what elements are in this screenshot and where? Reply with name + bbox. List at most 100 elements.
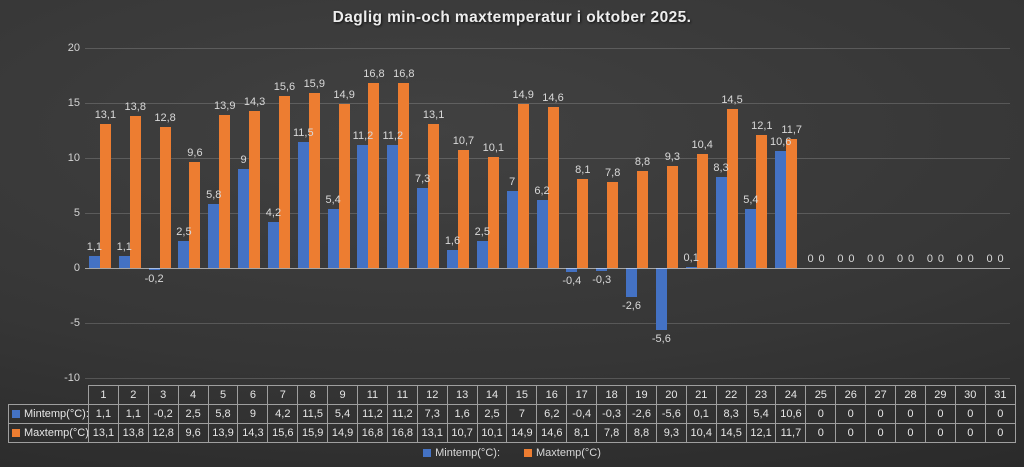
bar-label-mintemp-1: 1,1: [86, 240, 103, 253]
bar-label-maxtemp-15: 14,9: [512, 89, 534, 102]
table-cell-maxtemp-1: 13,1: [88, 423, 119, 443]
bar-mintemp-23: [745, 208, 757, 268]
table-day-header-13: 13: [446, 385, 478, 405]
bar-maxtemp-3: [159, 127, 171, 268]
table-day-header-19: 19: [626, 385, 657, 405]
table-cell-mintemp-5: 5,8: [207, 404, 239, 424]
table-day-header-28: 28: [895, 385, 926, 405]
bar-label-mintemp-30: 0: [956, 253, 963, 265]
bar-label-maxtemp-21: 10,4: [691, 138, 713, 151]
bar-mintemp-24: [775, 151, 787, 268]
bar-label-mintemp-22: 8,3: [713, 161, 729, 174]
table-cell-maxtemp-2: 13,8: [117, 423, 149, 443]
table-cell-mintemp-9: 5,4: [327, 404, 359, 424]
bar-label-mintemp-11: 11,2: [382, 129, 404, 142]
table-day-header-27: 27: [865, 385, 897, 405]
chart-title: Daglig min-och maxtemperatur i oktober 2…: [332, 9, 692, 26]
bar-maxtemp-22: [726, 108, 738, 268]
table-cell-maxtemp-18: 7,8: [596, 423, 628, 443]
bar-maxtemp-4: [189, 162, 201, 268]
table-cell-mintemp-4: 2,5: [177, 404, 209, 424]
bar-maxtemp-1: [99, 123, 111, 268]
table-day-header-8: 8: [297, 385, 329, 405]
bar-maxtemp-14: [487, 156, 499, 268]
maxtemp-series-swatch-icon: [12, 429, 20, 437]
bar-label-maxtemp-22: 14,5: [721, 93, 743, 106]
table-cell-mintemp-12: 7,3: [416, 404, 448, 424]
gridline--5: [85, 323, 1010, 324]
bar-maxtemp-2: [129, 116, 141, 268]
bar-label-maxtemp-8: 15,9: [303, 78, 325, 91]
table-day-header-20: 20: [655, 385, 687, 405]
bar-label-maxtemp-5: 13,9: [214, 100, 236, 113]
y-axis-tick-20: 20: [67, 42, 80, 54]
bar-label-maxtemp-14: 10,1: [482, 141, 505, 154]
bar-label-mintemp-14: 2,5: [474, 225, 490, 238]
table-cell-maxtemp-27: 0: [865, 423, 897, 443]
table-cell-mintemp-15: 7: [506, 404, 538, 424]
table-cell-maxtemp-21: 10,4: [685, 423, 717, 443]
table-cell-maxtemp-25: 0: [805, 423, 837, 443]
bar-maxtemp-18: [607, 182, 619, 268]
bar-label-maxtemp-29: 0: [937, 253, 944, 265]
bar-label-mintemp-12: 7,3: [414, 172, 431, 185]
bar-mintemp-21: [685, 266, 697, 268]
bar-maxtemp-12: [428, 123, 440, 268]
bar-label-maxtemp-2: 13,8: [124, 101, 146, 114]
bar-label-maxtemp-24: 11,7: [781, 124, 802, 137]
bar-mintemp-1: [88, 255, 100, 268]
table-cell-maxtemp-3: 12,8: [147, 423, 179, 443]
gridline-15: [85, 103, 1010, 104]
bar-maxtemp-23: [756, 134, 768, 268]
table-cell-mintemp-28: 0: [895, 404, 926, 424]
table-day-header-1: 1: [88, 385, 119, 405]
bar-mintemp-9: [327, 208, 339, 268]
table-cell-mintemp-16: 6,2: [536, 404, 568, 424]
bar-label-mintemp-27: 0: [867, 253, 874, 265]
legend-swatch-maxtemp-icon: [524, 449, 532, 457]
bar-label-maxtemp-30: 0: [967, 253, 974, 265]
bar-label-maxtemp-3: 12,8: [154, 112, 176, 125]
bar-maxtemp-5: [219, 115, 231, 268]
table-cell-maxtemp-9: 14,9: [327, 423, 359, 443]
table-cell-mintemp-21: 0,1: [685, 404, 717, 424]
legend-label-maxtemp: Maxtemp(°C): [536, 447, 601, 459]
bar-label-maxtemp-7: 15,6: [273, 81, 296, 94]
bar-mintemp-8: [297, 141, 309, 268]
bar-label-mintemp-23: 5,4: [743, 193, 759, 206]
table-day-header-22: 22: [715, 385, 747, 405]
gridline-20: [85, 48, 1010, 49]
table-day-header-11: 11: [386, 385, 418, 405]
table-corner-cell: [9, 386, 89, 405]
table-cell-mintemp-13: 1,6: [446, 404, 478, 424]
bar-label-maxtemp-10: 16,8: [363, 68, 385, 81]
bar-maxtemp-7: [278, 96, 290, 268]
bar-mintemp-10: [357, 144, 369, 268]
bar-label-mintemp-28: 0: [897, 253, 904, 265]
bar-label-mintemp-6: 9: [240, 154, 247, 166]
table-cell-mintemp-20: -5,6: [655, 404, 687, 424]
gridline--10: [85, 378, 1010, 379]
table-cell-mintemp-29: 0: [924, 404, 956, 424]
bar-label-maxtemp-31: 0: [997, 253, 1004, 265]
table-row-label-mintemp: Mintemp(°C):: [8, 404, 89, 424]
table-cell-maxtemp-19: 8,8: [626, 423, 657, 443]
bar-label-maxtemp-28: 0: [908, 253, 915, 265]
bar-label-mintemp-17: -0,4: [562, 275, 582, 288]
table-cell-maxtemp-11: 16,8: [386, 423, 418, 443]
bar-maxtemp-24: [786, 139, 798, 268]
table-day-header-30: 30: [954, 385, 986, 405]
table-cell-maxtemp-20: 9,3: [655, 423, 687, 443]
table-day-header-24: 24: [775, 385, 807, 405]
y-axis-tick-10: 10: [67, 152, 80, 164]
bar-label-maxtemp-19: 8,8: [634, 156, 651, 169]
bar-maxtemp-8: [308, 93, 320, 268]
table-cell-mintemp-19: -2,6: [626, 404, 657, 424]
table-day-header-31: 31: [984, 385, 1017, 405]
table-day-header-2: 2: [117, 385, 149, 405]
bar-label-maxtemp-16: 14,6: [542, 92, 564, 105]
bar-label-mintemp-9: 5,4: [325, 193, 341, 206]
table-cell-mintemp-18: -0,3: [596, 404, 628, 424]
table-cell-mintemp-3: -0,2: [147, 404, 179, 424]
